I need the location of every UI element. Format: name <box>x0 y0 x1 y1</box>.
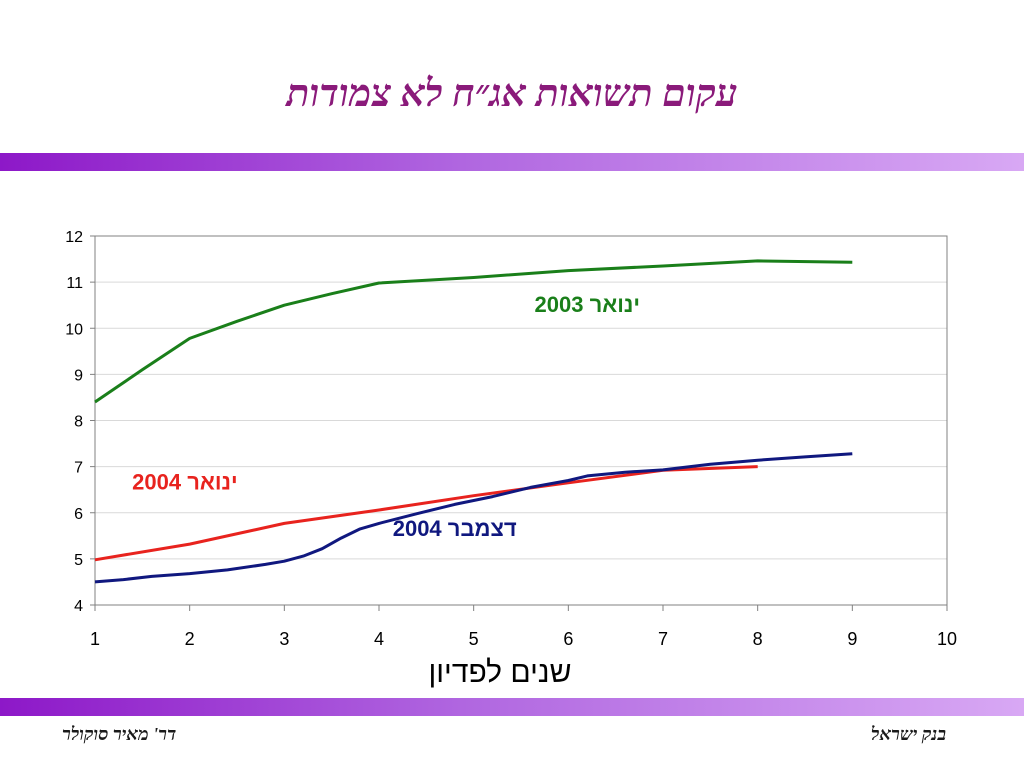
y-tick-label: 6 <box>74 506 83 523</box>
series-label-2: ינואר 2004 <box>132 470 238 495</box>
y-tick-label: 12 <box>65 229 83 246</box>
footer-institution: בנק ישראל <box>871 724 946 744</box>
x-tick-label: 1 <box>90 629 100 649</box>
bottom-decorative-band <box>0 698 1024 716</box>
x-tick-label: 9 <box>847 629 857 649</box>
x-tick-label: 5 <box>469 629 479 649</box>
x-tick-label: 7 <box>658 629 668 649</box>
grid-layer <box>95 281 947 560</box>
x-tick-label: 6 <box>563 629 573 649</box>
x-tick-label: 8 <box>753 629 763 649</box>
series-line-1 <box>94 259 853 404</box>
series-label-1: ינואר 2003 <box>535 292 641 317</box>
series-line-3 <box>94 452 853 584</box>
y-tick-label: 4 <box>74 598 83 615</box>
x-axis-label: שנים לפדיון <box>428 656 571 689</box>
y-axis-ticks: 4 5 6 7 8 9 10 11 12 <box>65 229 95 615</box>
x-tick-label: 3 <box>279 629 289 649</box>
x-tick-label: 2 <box>185 629 195 649</box>
top-decorative-band <box>0 153 1024 171</box>
y-tick-label: 10 <box>65 321 83 338</box>
series-layer <box>94 259 853 584</box>
series-line-2 <box>94 465 758 562</box>
annotation-layer: ינואר 2003 ינואר 2004 דצמבר 2004 <box>132 292 640 541</box>
y-tick-label: 9 <box>74 367 83 384</box>
x-tick-label: 4 <box>374 629 384 649</box>
y-tick-label: 8 <box>74 414 83 431</box>
x-axis-ticks: 1 2 3 4 5 6 7 8 9 10 <box>90 605 957 649</box>
y-tick-label: 5 <box>74 552 83 569</box>
slide-title: עקום תשואות אג״ח לא צמודות <box>286 73 738 115</box>
series-label-3: דצמבר 2004 <box>393 516 517 541</box>
x-tick-label: 10 <box>937 629 957 649</box>
y-tick-label: 11 <box>66 275 83 292</box>
y-tick-label: 7 <box>74 460 83 477</box>
footer-author: דר' מאיר סוקולר <box>62 724 177 744</box>
